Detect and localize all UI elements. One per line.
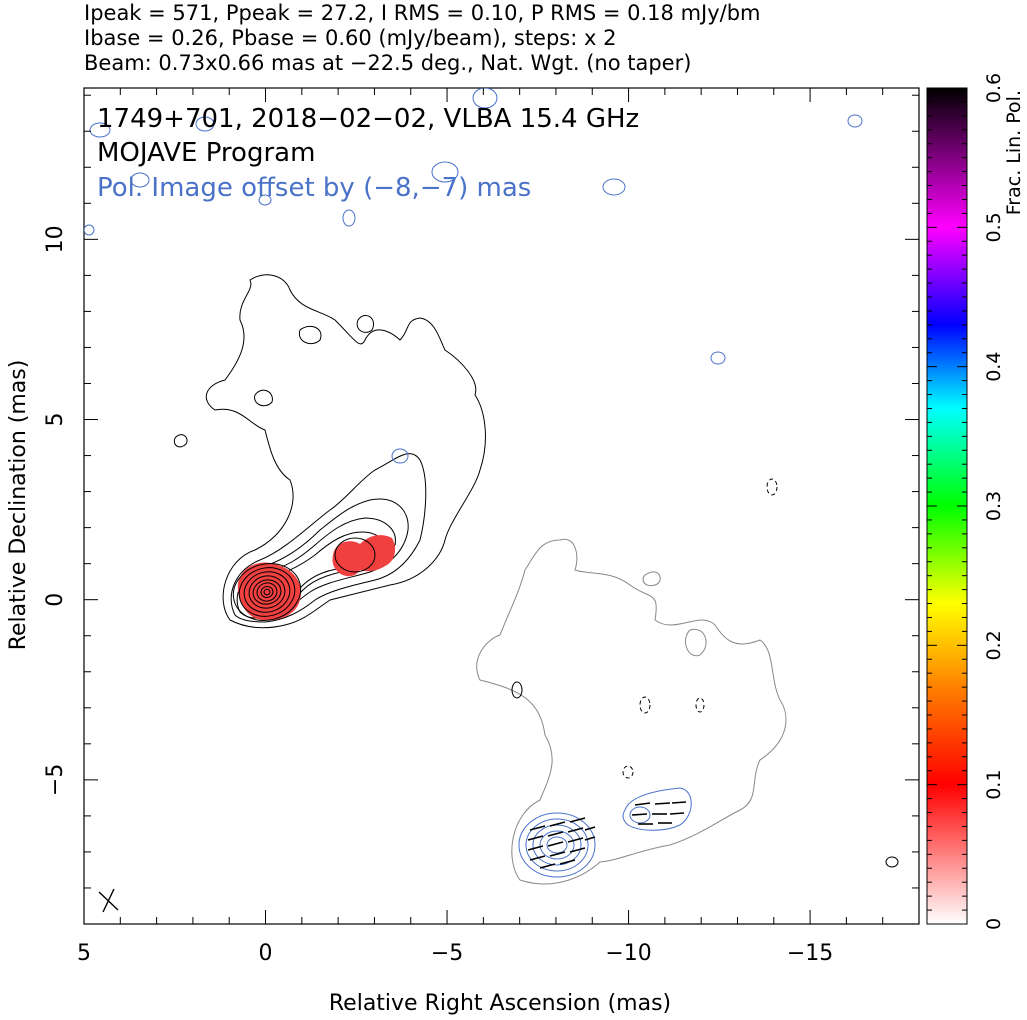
pol-offset-hole-contour: [685, 628, 707, 657]
header-line-2: Ibase = 0.26, Pbase = 0.60 (mJy/beam), s…: [84, 26, 617, 50]
jet-island-contour: [298, 325, 322, 345]
pol-offset-annotation: Pol. Image offset by (−8,−7) mas: [97, 173, 531, 203]
colorbar-label: Frac. Lin. Pol.: [1003, 90, 1025, 215]
colorbar-ticks: 0 0.1 0.2 0.3 0.4 0.5 0.6: [927, 73, 1005, 930]
frac-pol-fill-jet: [332, 535, 396, 577]
colorbar-tick-label: 0.2: [983, 630, 1005, 660]
axis-ticks: [83, 88, 920, 925]
colorbar-tick-label: 0.6: [983, 73, 1005, 103]
pol-knot-contour: [622, 787, 692, 831]
colorbar-tick-label: 0.1: [983, 770, 1005, 800]
jet-island-contour: [356, 315, 374, 333]
y-axis-label: Relative Declination (mas): [6, 360, 31, 651]
pol-core-contours: [518, 812, 596, 878]
plot-frame: [83, 87, 920, 925]
x-tick-label: 5: [77, 941, 91, 966]
x-tick-label: −5: [431, 941, 463, 966]
map-area: [84, 88, 899, 913]
y-tick-label: 0: [43, 593, 68, 607]
colorbar-tick-label: 0.5: [983, 212, 1005, 242]
axis-tick-labels: 5 0 −5 −10 −15 −5 0 5 10: [43, 225, 833, 966]
evpa-sticks: [527, 801, 687, 869]
x-tick-label: 0: [259, 941, 273, 966]
header-line-1: Ipeak = 571, Ppeak = 27.2, I RMS = 0.10,…: [84, 1, 761, 25]
x-tick-label: −10: [605, 941, 651, 966]
colorbar-tick-label: 0: [983, 918, 1005, 930]
colorbar-tick-label: 0.4: [983, 352, 1005, 382]
chart-title: 1749+701, 2018−02−02, VLBA 15.4 GHz: [97, 104, 639, 134]
noise-contours: [511, 478, 899, 868]
header-line-3: Beam: 0.73x0.66 mas at −22.5 deg., Nat. …: [84, 51, 692, 75]
core-contours: [232, 563, 302, 621]
pol-offset-outer-contour: [476, 538, 787, 885]
y-tick-label: 5: [43, 413, 68, 427]
x-axis-label: Relative Right Ascension (mas): [329, 991, 671, 1016]
beam-marker: [98, 888, 119, 913]
jet-knot-contour: [334, 537, 376, 573]
colorbar-tick-label: 0.3: [983, 491, 1005, 521]
y-tick-label: −5: [43, 764, 68, 796]
x-tick-label: −15: [787, 941, 833, 966]
jet-island-contour: [173, 434, 188, 448]
jet-contour-2: [230, 453, 427, 623]
pol-noise-islands: [84, 88, 863, 464]
pol-offset-hole-contour: [642, 571, 661, 587]
jet-outer-contour: [205, 274, 486, 629]
y-tick-label: 10: [43, 225, 68, 253]
pol-knot-inner-contour: [629, 806, 651, 824]
jet-island-contour: [254, 389, 273, 407]
chart-subtitle: MOJAVE Program: [97, 138, 315, 168]
